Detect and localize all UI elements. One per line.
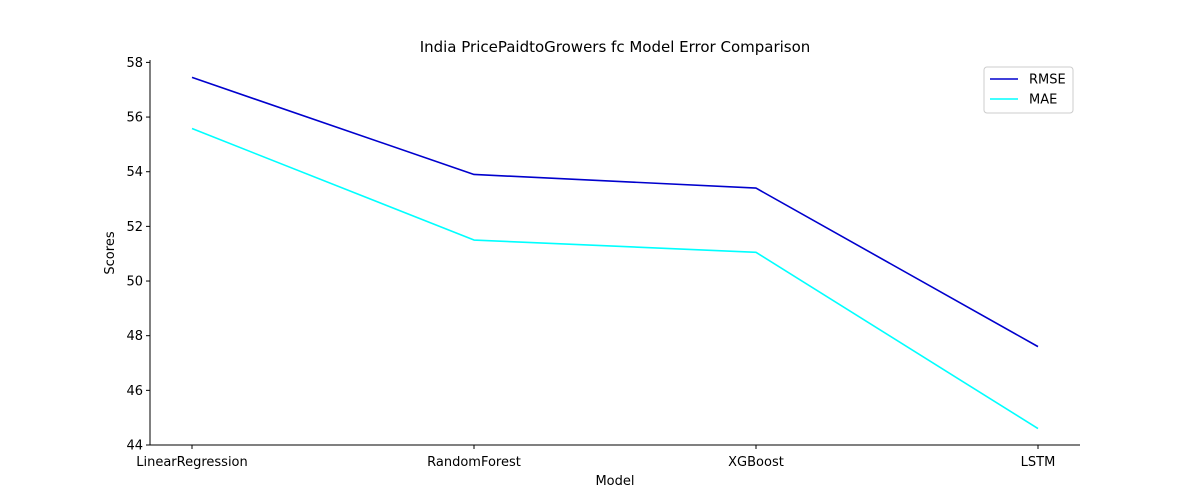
y-tick-label: 54: [126, 165, 143, 180]
series-line-mae: [191, 127, 1039, 430]
chart-title: India PricePaidtoGrowers fc Model Error …: [420, 38, 811, 56]
y-tick-label: 46: [126, 384, 143, 399]
legend: RMSE MAE: [983, 66, 1074, 114]
series-line-rmse: [191, 76, 1039, 348]
plot-area: [191, 76, 1039, 430]
y-tick-label: 52: [126, 220, 143, 235]
y-tick-label: 50: [126, 275, 143, 290]
y-tick-label: 44: [126, 439, 143, 454]
x-tick-label: RandomForest: [427, 455, 521, 470]
y-tick-label: 58: [126, 56, 143, 71]
x-tick-label: XGBoost: [728, 455, 784, 470]
x-tick-label: LinearRegression: [136, 455, 248, 470]
x-axis-label: Model: [595, 474, 634, 489]
y-axis-label: Scores: [103, 231, 118, 274]
legend-label-mae: MAE: [1029, 93, 1057, 108]
y-tick-label: 48: [126, 329, 143, 344]
x-tick-label: LSTM: [1021, 455, 1056, 470]
legend-label-rmse: RMSE: [1029, 73, 1066, 88]
y-axis-ticks: 44 46 48 50 52 54 56 58: [126, 56, 150, 454]
y-tick-label: 56: [126, 111, 143, 126]
x-axis-ticks: LinearRegression RandomForest XGBoost LSTM: [136, 445, 1055, 470]
